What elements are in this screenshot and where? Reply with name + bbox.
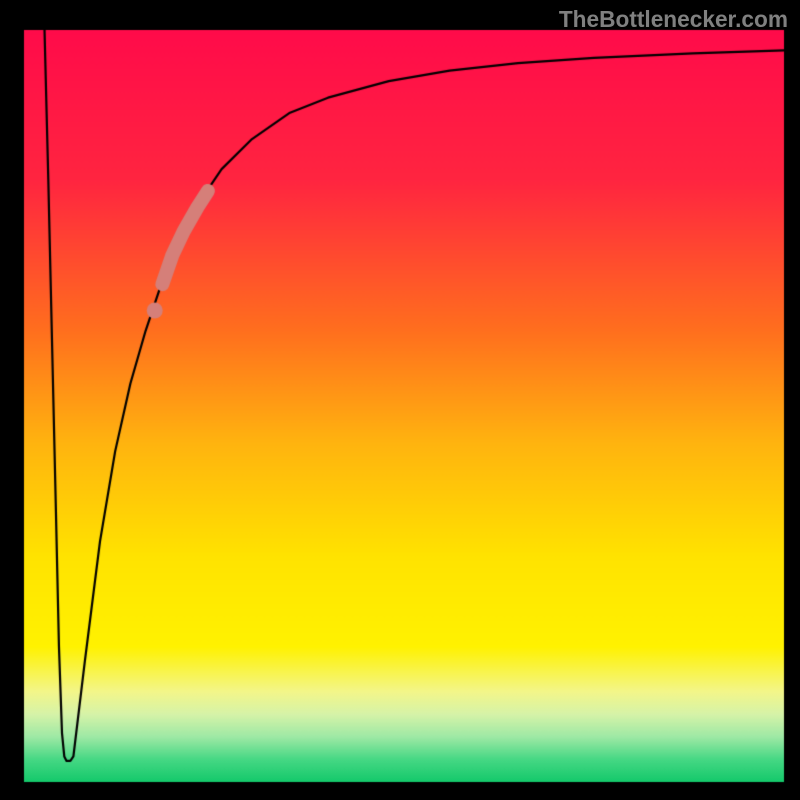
chart-stage: TheBottlenecker.com <box>0 0 800 800</box>
chart-canvas <box>0 0 800 800</box>
